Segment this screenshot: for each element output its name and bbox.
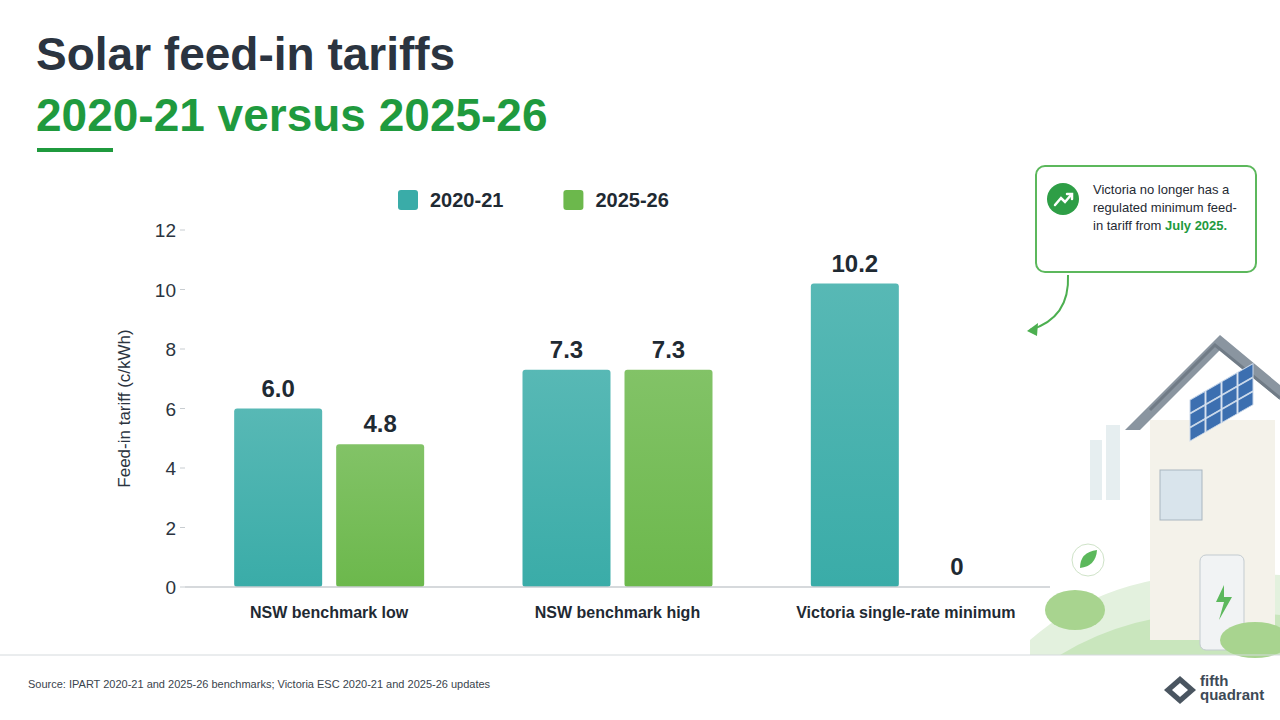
logo-mark <box>1164 676 1196 704</box>
legend: 2020-21 2025-26 <box>398 189 669 211</box>
y-tick <box>180 349 185 350</box>
x-tick-label: NSW benchmark low <box>250 604 409 621</box>
title-underline <box>37 148 113 152</box>
x-tick-label: Victoria single-rate minimum <box>796 604 1015 621</box>
icon-arrow <box>1067 194 1072 199</box>
panel-cell <box>1238 392 1253 414</box>
footer-rule <box>0 655 1280 656</box>
bars <box>234 284 899 587</box>
window <box>1160 470 1202 520</box>
bar <box>811 284 899 587</box>
annotation-highlight: July 2025. <box>1165 218 1227 233</box>
y-tick-label: 12 <box>155 220 176 241</box>
annotation-text: Victoria no longer has a regulated minim… <box>1093 181 1245 235</box>
bar <box>336 444 424 587</box>
data-label: 7.3 <box>652 336 685 363</box>
data-label: 7.3 <box>550 336 583 363</box>
building <box>1106 425 1120 500</box>
building <box>1090 440 1102 500</box>
annotation-box: Victoria no longer has a regulated minim… <box>1035 165 1257 273</box>
annotation-icon <box>1047 183 1079 215</box>
logo-text: fifthquadrant <box>1200 672 1264 703</box>
y-axis-title: Feed-in tariff (c/kWh) <box>115 329 134 487</box>
data-labels: 6.0 7.3 10.2 4.8 7.3 0 <box>261 250 963 580</box>
leaf <box>1080 550 1097 568</box>
y-tick-label: 2 <box>165 518 176 539</box>
panel-cell <box>1206 410 1221 432</box>
panel-cell <box>1222 401 1237 423</box>
y-tick-label: 0 <box>165 577 176 598</box>
x-tick-label: NSW benchmark high <box>535 604 700 621</box>
bolt <box>1216 585 1232 620</box>
y-tick <box>180 289 185 290</box>
bush <box>1220 622 1280 658</box>
legend-swatch <box>398 190 418 210</box>
data-label: 10.2 <box>831 250 878 277</box>
leaf-badge <box>1072 544 1104 576</box>
y-tick <box>180 527 185 528</box>
subtitle: 2020-21 versus 2025-26 <box>36 89 548 141</box>
legend-swatch <box>563 190 583 210</box>
legend-label: 2025-26 <box>595 189 668 211</box>
y-tick-label: 8 <box>165 339 176 360</box>
icon-svg <box>1047 183 1079 215</box>
logo-mark-inner <box>1172 683 1188 697</box>
illustration <box>1030 335 1280 658</box>
annotation-arrowhead <box>1027 323 1038 336</box>
chart-svg: Solar feed-in tariffs 2020-21 versus 2025… <box>0 0 1280 720</box>
bar <box>234 409 322 588</box>
y-tick-label: 6 <box>165 399 176 420</box>
panel-cell <box>1190 419 1205 441</box>
data-label: 0 <box>950 553 963 580</box>
solar-panel <box>1190 364 1253 441</box>
logo: fifthquadrant <box>1164 672 1264 704</box>
y-tick-label: 4 <box>165 458 176 479</box>
annotation-arrow <box>1030 275 1068 330</box>
y-tick <box>180 408 185 409</box>
title: Solar feed-in tariffs <box>36 28 455 80</box>
legend-label: 2020-21 <box>430 189 503 211</box>
bar <box>523 370 611 587</box>
y-tick <box>180 468 185 469</box>
logo-line: quadrant <box>1200 686 1264 703</box>
bar <box>625 370 713 587</box>
data-label: 4.8 <box>363 410 396 437</box>
y-tick-label: 10 <box>155 280 176 301</box>
data-label: 6.0 <box>261 375 294 402</box>
icon-line <box>1055 195 1071 205</box>
x-axis-line <box>185 586 1050 588</box>
roof <box>1125 335 1280 430</box>
y-tick <box>180 587 185 588</box>
source: Source: IPART 2020-21 and 2025-26 benchm… <box>28 678 491 690</box>
y-axis: 0 2 4 6 8 10 12 <box>155 220 185 598</box>
y-tick <box>180 230 185 231</box>
bush <box>1045 590 1105 630</box>
stage: Solar feed-in tariffs 2020-21 versus 2025… <box>0 0 1280 720</box>
